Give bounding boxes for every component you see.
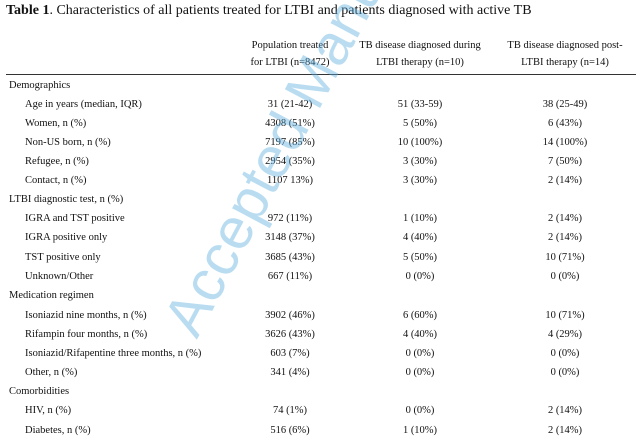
cell-value: 0 (0%) [550, 367, 580, 378]
cell-value: 10 (100%) [397, 137, 443, 148]
cell-value: 4 (29%) [547, 329, 583, 340]
section-title: LTBI diagnostic test, n (%) [9, 194, 124, 205]
section-header-row: Medication regimen [0, 290, 640, 308]
cell-value: 14 (100%) [542, 137, 588, 148]
cell-value: 341 (4%) [270, 367, 310, 378]
cell-value: 3 (30%) [402, 175, 438, 186]
cell-value: 3 (30%) [402, 156, 438, 167]
cell-value: 3626 (43%) [265, 329, 315, 340]
cell-value: 2 (14%) [547, 232, 583, 243]
cell-value: 5 (50%) [402, 118, 438, 129]
cell-value: 603 (7%) [270, 348, 310, 359]
section-title: Medication regimen [9, 290, 94, 301]
table-row: IGRA and TST positive 972 (11%) 1 (10%) 2 (… [0, 213, 640, 231]
cell-value: 6 (60%) [402, 310, 438, 321]
cell-value: 4308 (51%) [265, 118, 315, 129]
section-header-row: Comorbidities [0, 386, 640, 404]
cell-value: 10 (71%) [545, 252, 585, 263]
column-header-during: TB disease diagnosed during LTBI therapy… [350, 37, 490, 71]
row-label: Isoniazid/Rifapentine three months, n (%… [25, 348, 202, 359]
table-row: Women, n (%) 4308 (51%) 5 (50%) 6 (43%) [0, 118, 640, 136]
table-row: IGRA positive only 3148 (37%) 4 (40%) 2 (14… [0, 232, 640, 250]
table-row: Non-US born, n (%) 7197 (85%) 10 (100%) 14 … [0, 137, 640, 155]
section-header-row: LTBI diagnostic test, n (%) [0, 194, 640, 212]
cell-value: 38 (25-49) [542, 99, 588, 110]
cell-value: 31 (21-42) [267, 99, 313, 110]
row-label: Isoniazid nine months, n (%) [25, 310, 147, 321]
row-label: Women, n (%) [25, 118, 87, 129]
column-header-line2: LTBI therapy (n=10) [376, 57, 464, 68]
cell-value: 3685 (43%) [265, 252, 315, 263]
column-header-line2: for LTBI (n=8472) [250, 57, 330, 68]
table-row: Other, n (%) 341 (4%) 0 (0%) 0 (0%) [0, 367, 640, 385]
table-row: Age in years (median, IQR) 31 (21-42) 51 (… [0, 99, 640, 117]
cell-value: 10 (71%) [545, 310, 585, 321]
cell-value: 3902 (46%) [265, 310, 315, 321]
column-header-population: Population treated for LTBI (n=8472) [242, 37, 338, 71]
cell-value: 0 (0%) [405, 405, 435, 416]
table-row: Isoniazid nine months, n (%) 3902 (46%) 6 … [0, 310, 640, 328]
section-header-row: Demographics [0, 80, 640, 98]
row-label: Contact, n (%) [25, 175, 87, 186]
table-row: Diabetes, n (%) 516 (6%) 1 (10%) 2 (14%) [0, 425, 640, 443]
row-label: IGRA and TST positive [25, 213, 125, 224]
table-caption: . Characteristics of all patients treate… [49, 3, 532, 18]
row-label: Rifampin four months, n (%) [25, 329, 148, 340]
cell-value: 7 (50%) [547, 156, 583, 167]
section-title: Demographics [9, 80, 71, 91]
cell-value: 2 (14%) [547, 213, 583, 224]
table-label: Table 1 [6, 3, 50, 18]
column-header-post: TB disease diagnosed post- LTBI therapy … [495, 37, 635, 71]
cell-value: 1 (10%) [402, 213, 438, 224]
cell-value: 3148 (37%) [265, 232, 315, 243]
table-row: Isoniazid/Rifapentine three months, n (%… [0, 348, 640, 366]
table-title: Table 1. Characteristics of all patients… [6, 3, 532, 19]
table-row: Rifampin four months, n (%) 3626 (43%) 4 (… [0, 329, 640, 347]
column-header-line2: LTBI therapy (n=14) [521, 57, 609, 68]
cell-value: 4 (40%) [402, 232, 438, 243]
row-label: Non-US born, n (%) [25, 137, 111, 148]
cell-value: 1 (10%) [402, 425, 438, 436]
cell-value: 0 (0%) [550, 271, 580, 282]
row-label: Age in years (median, IQR) [25, 99, 142, 110]
table-row: TST positive only 3685 (43%) 5 (50%) 10 (71… [0, 252, 640, 270]
cell-value: 74 (1%) [272, 405, 308, 416]
row-label: IGRA positive only [25, 232, 108, 243]
cell-value: 972 (11%) [267, 213, 313, 224]
cell-value: 5 (50%) [402, 252, 438, 263]
cell-value: 0 (0%) [405, 348, 435, 359]
cell-value: 1107 13%) [267, 175, 313, 186]
table-row: Refugee, n (%) 2954 (35%) 3 (30%) 7 (50%) [0, 156, 640, 174]
cell-value: 0 (0%) [405, 367, 435, 378]
row-label: Other, n (%) [25, 367, 78, 378]
cell-value: 2 (14%) [547, 405, 583, 416]
column-header-line1: TB disease diagnosed post- [507, 40, 623, 51]
cell-value: 0 (0%) [550, 348, 580, 359]
table-row: Contact, n (%) 1107 13%) 3 (30%) 2 (14%) [0, 175, 640, 193]
cell-value: 0 (0%) [405, 271, 435, 282]
cell-value: 7197 (85%) [265, 137, 315, 148]
row-label: HIV, n (%) [25, 405, 72, 416]
column-header-line1: TB disease diagnosed during [359, 40, 481, 51]
cell-value: 516 (6%) [270, 425, 310, 436]
row-label: TST positive only [25, 252, 101, 263]
cell-value: 2 (14%) [547, 425, 583, 436]
cell-value: 6 (43%) [547, 118, 583, 129]
row-label: Refugee, n (%) [25, 156, 89, 167]
table-row: HIV, n (%) 74 (1%) 0 (0%) 2 (14%) [0, 405, 640, 423]
cell-value: 667 (11%) [267, 271, 313, 282]
cell-value: 4 (40%) [402, 329, 438, 340]
table-row: Unknown/Other 667 (11%) 0 (0%) 0 (0%) [0, 271, 640, 289]
cell-value: 2954 (35%) [265, 156, 315, 167]
section-title: Comorbidities [9, 386, 70, 397]
row-label: Unknown/Other [25, 271, 94, 282]
cell-value: 51 (33-59) [397, 99, 443, 110]
cell-value: 2 (14%) [547, 175, 583, 186]
header-rule [6, 74, 636, 75]
column-header-line1: Population treated [251, 40, 329, 51]
row-label: Diabetes, n (%) [25, 425, 91, 436]
